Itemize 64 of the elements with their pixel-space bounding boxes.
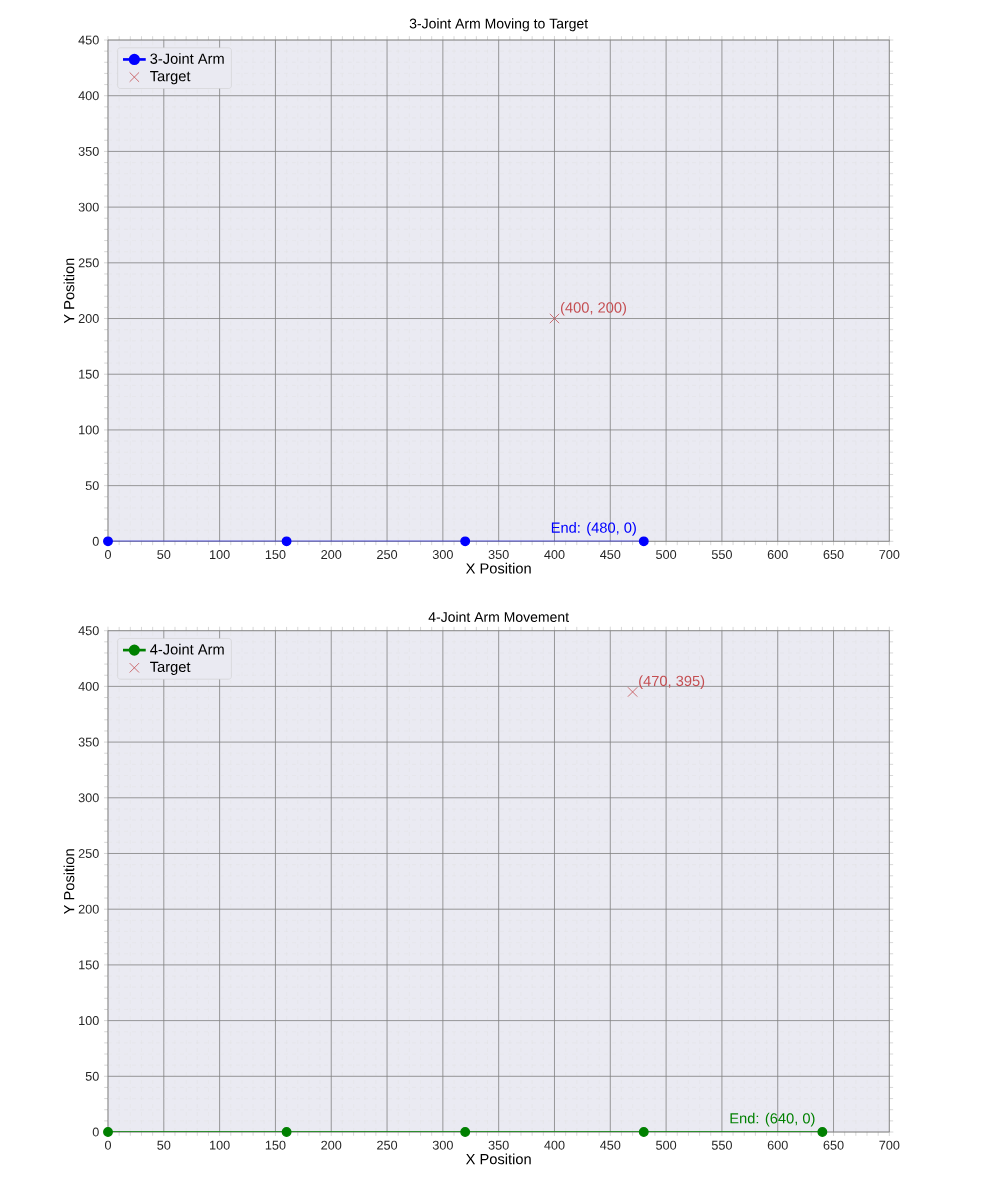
- x-axis-title: X Position: [465, 1153, 531, 1165]
- x-tick-label: 700: [879, 550, 900, 560]
- x-tick-label: 150: [265, 1140, 286, 1150]
- x-tick-label: 350: [488, 550, 509, 560]
- x-tick-label: 650: [823, 1140, 844, 1150]
- legend-label: 3-Joint Arm: [150, 53, 224, 64]
- annotation: (470, 395): [639, 675, 705, 690]
- y-tick-label: 300: [78, 793, 99, 803]
- legend-label: 4-Joint Arm: [150, 643, 224, 655]
- y-tick-label: 250: [78, 258, 99, 268]
- legend-label: Target: [150, 661, 191, 675]
- x-tick-label: 100: [210, 1140, 230, 1150]
- y-tick-label: 150: [79, 960, 99, 970]
- y-tick-label: 100: [79, 1016, 99, 1026]
- x-tick-label: 100: [210, 550, 230, 560]
- chart-title: 4-Joint Arm Movement: [428, 611, 569, 622]
- x-tick-label: 50: [157, 550, 171, 560]
- x-tick-label: 200: [321, 1140, 342, 1150]
- annotation: End: (480, 0): [551, 522, 636, 536]
- x-tick-label: 50: [157, 1140, 171, 1150]
- annotation: End: (640, 0): [730, 1112, 815, 1127]
- y-tick-label: 350: [78, 737, 99, 747]
- y-tick-label: 200: [78, 904, 99, 914]
- y-tick-label: 200: [78, 314, 99, 324]
- y-tick-label: 400: [78, 681, 99, 691]
- x-tick-label: 450: [600, 1140, 621, 1150]
- x-tick-label: 150: [265, 550, 286, 560]
- x-tick-label: 500: [656, 550, 677, 560]
- y-axis-title: Y Position: [63, 849, 75, 915]
- y-tick-label: 100: [79, 425, 99, 435]
- x-tick-label: 550: [711, 550, 732, 560]
- x-tick-label: 400: [544, 550, 565, 560]
- y-tick-label: 450: [78, 626, 99, 636]
- y-tick-label: 50: [85, 481, 99, 491]
- x-tick-label: 450: [600, 550, 621, 560]
- x-tick-label: 200: [321, 550, 342, 560]
- x-tick-label: 300: [432, 550, 453, 560]
- chart-title: 3-Joint Arm Moving to Target: [409, 18, 589, 32]
- x-tick-label: 300: [432, 1140, 453, 1150]
- y-axis-title: Y Position: [63, 258, 75, 324]
- y-tick-label: 450: [78, 35, 99, 45]
- y-tick-label: 350: [78, 146, 99, 156]
- x-tick-label: 550: [711, 1140, 732, 1150]
- x-tick-label: 350: [488, 1140, 509, 1150]
- x-tick-label: 250: [377, 550, 398, 560]
- y-tick-label: 0: [92, 536, 99, 546]
- x-tick-label: 400: [544, 1140, 565, 1150]
- x-tick-label: 600: [767, 550, 788, 560]
- annotation: (400, 200): [560, 301, 627, 316]
- y-tick-label: 300: [78, 202, 99, 212]
- y-tick-label: 0: [92, 1127, 99, 1137]
- y-tick-label: 50: [85, 1071, 99, 1081]
- x-tick-label: 600: [767, 1140, 788, 1150]
- y-tick-label: 250: [78, 849, 99, 858]
- y-tick-label: 150: [79, 369, 99, 379]
- x-tick-label: 0: [104, 1140, 112, 1150]
- x-tick-label: 500: [656, 1140, 677, 1150]
- x-tick-label: 0: [104, 550, 112, 560]
- legend-label: Target: [150, 71, 191, 85]
- x-axis-title: X Position: [465, 562, 531, 574]
- y-tick-label: 400: [78, 91, 99, 101]
- x-tick-label: 700: [879, 1140, 900, 1150]
- x-tick-label: 650: [823, 550, 844, 560]
- x-tick-label: 250: [377, 1140, 398, 1150]
